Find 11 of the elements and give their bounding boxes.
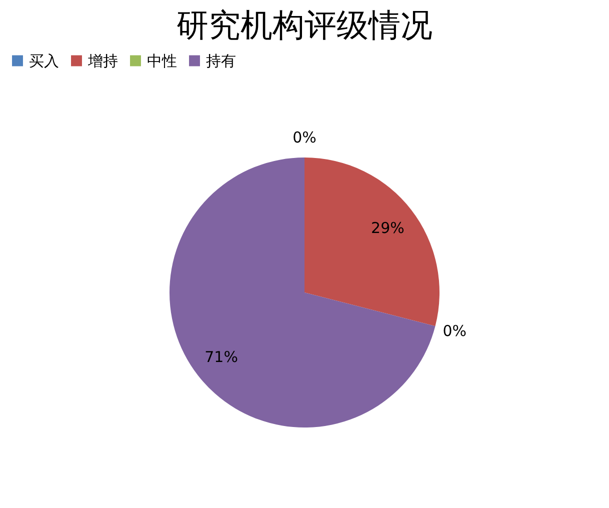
legend-label: 持有 <box>206 52 236 70</box>
text: 0% <box>292 128 316 146</box>
legend-label: 增持 <box>87 52 118 70</box>
data-label: 71% <box>204 348 238 366</box>
pie-slice <box>304 158 440 326</box>
legend-label: 中性 <box>147 52 177 70</box>
data-label: 29% <box>371 218 404 237</box>
chart-title: 研究机构评级情况 <box>176 6 432 44</box>
legend-label: 买入 <box>29 52 59 70</box>
text: 0% <box>442 322 467 340</box>
pie-slice <box>170 158 436 428</box>
